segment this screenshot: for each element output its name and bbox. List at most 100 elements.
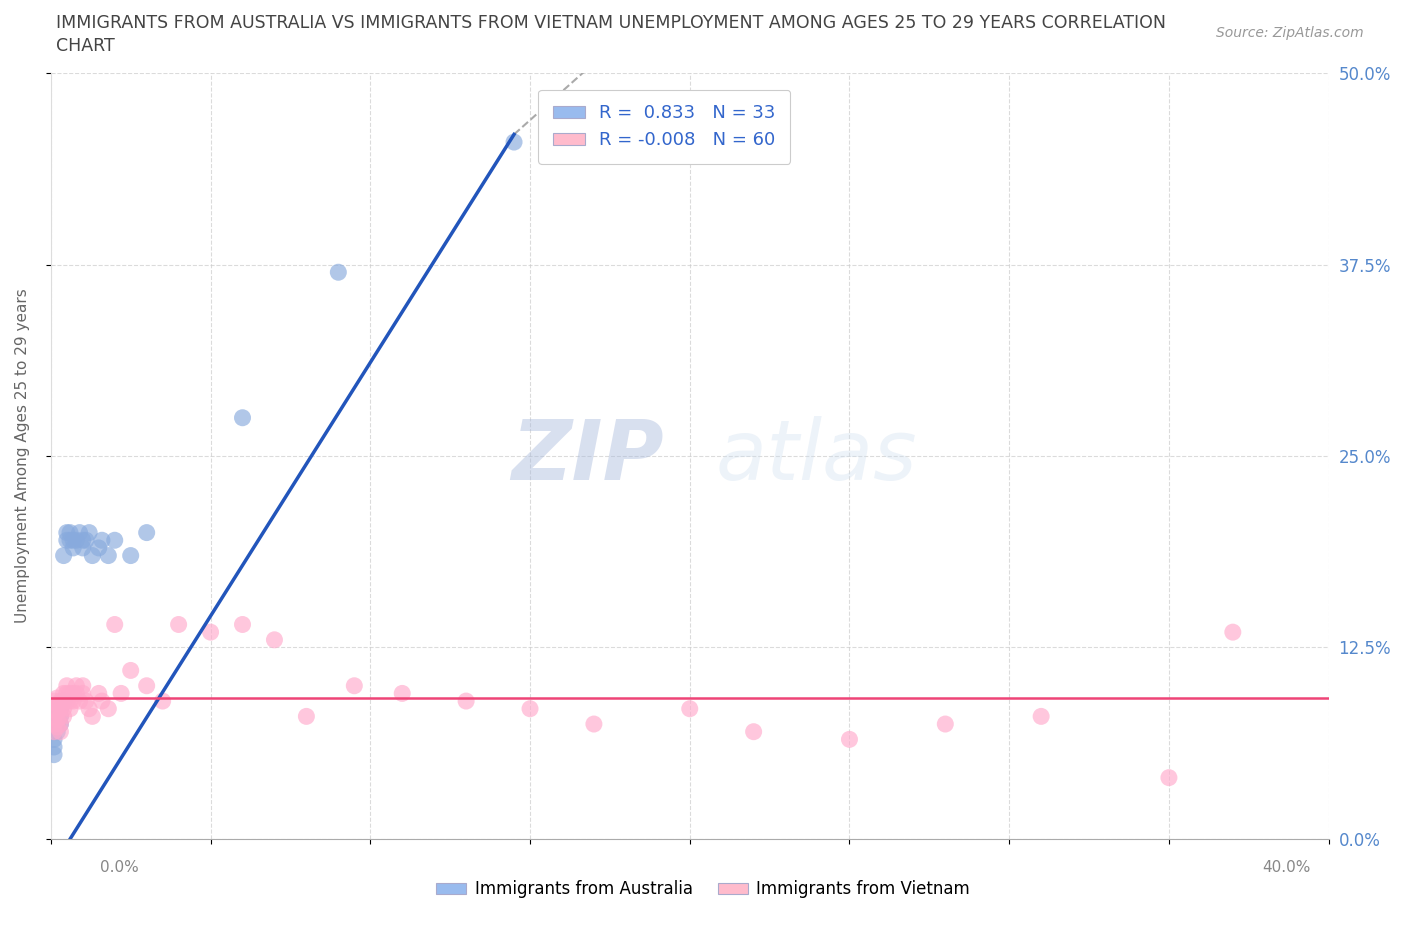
- Point: [49, 717, 72, 732]
- Point: [49, 717, 72, 732]
- Point: [231, 410, 253, 425]
- Point: [72, 540, 94, 555]
- Point: [65, 533, 87, 548]
- Point: [42, 717, 65, 732]
- Y-axis label: Unemployment Among Ages 25 to 29 years: Unemployment Among Ages 25 to 29 years: [15, 288, 30, 623]
- Point: [104, 533, 127, 548]
- Point: [110, 686, 132, 701]
- Point: [52, 709, 75, 724]
- Point: [62, 533, 84, 548]
- Point: [52, 701, 75, 716]
- Text: CHART: CHART: [56, 37, 115, 55]
- Point: [46, 697, 69, 711]
- Point: [104, 617, 127, 631]
- Point: [42, 739, 65, 754]
- Point: [42, 724, 65, 739]
- Point: [69, 694, 91, 709]
- Text: 40.0%: 40.0%: [1263, 860, 1310, 875]
- Point: [263, 632, 285, 647]
- Text: Source: ZipAtlas.com: Source: ZipAtlas.com: [1216, 26, 1364, 40]
- Point: [120, 663, 142, 678]
- Point: [42, 747, 65, 762]
- Point: [49, 709, 72, 724]
- Point: [56, 533, 79, 548]
- Text: ZIP: ZIP: [512, 416, 664, 497]
- Point: [49, 701, 72, 716]
- Point: [62, 694, 84, 709]
- Point: [97, 548, 120, 563]
- Point: [56, 525, 79, 540]
- Point: [456, 694, 478, 709]
- Point: [49, 701, 72, 716]
- Point: [72, 686, 94, 701]
- Point: [152, 694, 174, 709]
- Legend: Immigrants from Australia, Immigrants from Vietnam: Immigrants from Australia, Immigrants fr…: [430, 873, 976, 905]
- Point: [503, 135, 526, 150]
- Point: [46, 691, 69, 706]
- Point: [62, 540, 84, 555]
- Point: [62, 686, 84, 701]
- Point: [328, 265, 350, 280]
- Point: [1222, 625, 1244, 640]
- Point: [519, 701, 541, 716]
- Point: [391, 686, 413, 701]
- Point: [56, 694, 79, 709]
- Point: [87, 686, 110, 701]
- Point: [72, 533, 94, 548]
- Point: [75, 533, 97, 548]
- Point: [42, 732, 65, 747]
- Point: [231, 617, 253, 631]
- Point: [46, 724, 69, 739]
- Point: [46, 712, 69, 727]
- Point: [120, 548, 142, 563]
- Point: [135, 525, 157, 540]
- Point: [295, 709, 318, 724]
- Point: [135, 678, 157, 693]
- Point: [52, 548, 75, 563]
- Legend: R =  0.833   N = 33, R = -0.008   N = 60: R = 0.833 N = 33, R = -0.008 N = 60: [538, 90, 790, 164]
- Point: [1031, 709, 1053, 724]
- Point: [82, 548, 104, 563]
- Point: [72, 678, 94, 693]
- Point: [77, 701, 100, 716]
- Point: [934, 717, 956, 732]
- Point: [52, 694, 75, 709]
- Point: [742, 724, 765, 739]
- Point: [52, 686, 75, 701]
- Point: [1157, 770, 1180, 785]
- Point: [59, 686, 82, 701]
- Point: [49, 694, 72, 709]
- Point: [77, 525, 100, 540]
- Point: [42, 694, 65, 709]
- Point: [91, 533, 114, 548]
- Point: [59, 694, 82, 709]
- Point: [65, 686, 87, 701]
- Point: [52, 694, 75, 709]
- Point: [49, 709, 72, 724]
- Point: [87, 540, 110, 555]
- Point: [49, 724, 72, 739]
- Point: [97, 701, 120, 716]
- Point: [838, 732, 860, 747]
- Point: [200, 625, 222, 640]
- Point: [582, 717, 605, 732]
- Point: [65, 678, 87, 693]
- Point: [56, 686, 79, 701]
- Point: [46, 717, 69, 732]
- Point: [46, 704, 69, 719]
- Point: [42, 701, 65, 716]
- Point: [59, 525, 82, 540]
- Point: [167, 617, 190, 631]
- Text: 0.0%: 0.0%: [100, 860, 139, 875]
- Text: atlas: atlas: [716, 416, 917, 497]
- Point: [56, 678, 79, 693]
- Point: [59, 533, 82, 548]
- Point: [679, 701, 702, 716]
- Point: [46, 709, 69, 724]
- Text: IMMIGRANTS FROM AUSTRALIA VS IMMIGRANTS FROM VIETNAM UNEMPLOYMENT AMONG AGES 25 : IMMIGRANTS FROM AUSTRALIA VS IMMIGRANTS …: [56, 14, 1166, 32]
- Point: [42, 709, 65, 724]
- Point: [75, 694, 97, 709]
- Point: [59, 701, 82, 716]
- Point: [69, 525, 91, 540]
- Point: [82, 709, 104, 724]
